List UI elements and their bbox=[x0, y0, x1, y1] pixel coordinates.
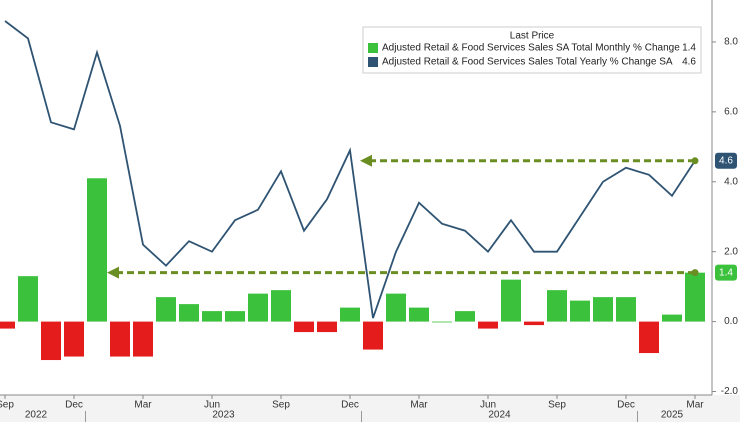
bar bbox=[547, 290, 567, 322]
bar bbox=[202, 311, 222, 322]
last-value-label: 4.6 bbox=[719, 155, 733, 166]
x-tick-label: Dec bbox=[617, 400, 635, 411]
year-label: 2025 bbox=[661, 410, 684, 421]
legend-swatch bbox=[368, 43, 378, 53]
legend-value: 1.4 bbox=[682, 43, 696, 54]
x-tick-label: Mar bbox=[134, 400, 152, 411]
bar bbox=[685, 272, 705, 322]
y-tick-label: 4.0 bbox=[724, 176, 738, 187]
legend-label: Adjusted Retail & Food Services Sales To… bbox=[382, 57, 673, 68]
x-tick-label: Sep bbox=[548, 400, 566, 411]
bar bbox=[294, 321, 314, 333]
arrow-head bbox=[107, 266, 119, 279]
bar bbox=[271, 290, 291, 322]
bar bbox=[0, 321, 15, 329]
bar bbox=[409, 307, 429, 322]
bar bbox=[570, 300, 590, 322]
bar bbox=[225, 311, 245, 322]
bar bbox=[64, 321, 84, 357]
bar bbox=[18, 276, 38, 322]
x-tick-label: Sep bbox=[272, 400, 290, 411]
x-tick-label: Mar bbox=[686, 400, 704, 411]
x-tick-label: Sep bbox=[0, 400, 14, 411]
bar bbox=[179, 304, 199, 322]
arrow-end bbox=[691, 157, 699, 165]
last-value-label: 1.4 bbox=[719, 267, 733, 278]
last-value-box bbox=[715, 152, 737, 169]
y-tick-label: 8.0 bbox=[724, 37, 738, 48]
legend-value: 4.6 bbox=[682, 57, 696, 68]
bar bbox=[593, 297, 613, 322]
arrow-end bbox=[691, 269, 699, 277]
x-tick-label: Jun bbox=[480, 400, 496, 411]
x-tick-label: Dec bbox=[65, 400, 83, 411]
bar bbox=[524, 321, 544, 326]
x-tick-label: Mar bbox=[410, 400, 428, 411]
x-axis-band bbox=[0, 395, 740, 422]
bar bbox=[248, 293, 268, 322]
legend-title: Last Price bbox=[510, 31, 555, 42]
bar bbox=[340, 307, 360, 322]
y-tick-label: -2.0 bbox=[721, 386, 739, 397]
bar bbox=[639, 321, 659, 354]
x-tick-label: Dec bbox=[341, 400, 359, 411]
legend-swatch bbox=[368, 57, 378, 67]
x-tick-label: Jun bbox=[204, 400, 220, 411]
bar bbox=[110, 321, 130, 357]
bar bbox=[133, 321, 153, 357]
bar bbox=[363, 321, 383, 350]
legend-label: Adjusted Retail & Food Services Sales SA… bbox=[382, 43, 680, 54]
y-tick-label: 6.0 bbox=[724, 106, 738, 117]
bar bbox=[478, 321, 498, 329]
line bbox=[4, 20, 696, 319]
year-label: 2024 bbox=[488, 410, 511, 421]
bar bbox=[616, 297, 636, 322]
year-label: 2023 bbox=[212, 410, 235, 421]
arrow-head bbox=[360, 154, 372, 167]
bar bbox=[41, 321, 61, 361]
bar bbox=[432, 321, 452, 323]
bar bbox=[87, 178, 107, 322]
bar bbox=[455, 311, 475, 322]
bar bbox=[501, 279, 521, 322]
year-label: 2022 bbox=[25, 410, 48, 421]
legend-box bbox=[362, 26, 702, 74]
bar bbox=[662, 314, 682, 322]
last-value-box bbox=[715, 264, 737, 281]
bar bbox=[317, 321, 337, 333]
y-tick-label: 2.0 bbox=[724, 246, 738, 257]
bar bbox=[156, 297, 176, 322]
bar bbox=[386, 293, 406, 322]
y-tick-label: 0.0 bbox=[724, 316, 738, 327]
